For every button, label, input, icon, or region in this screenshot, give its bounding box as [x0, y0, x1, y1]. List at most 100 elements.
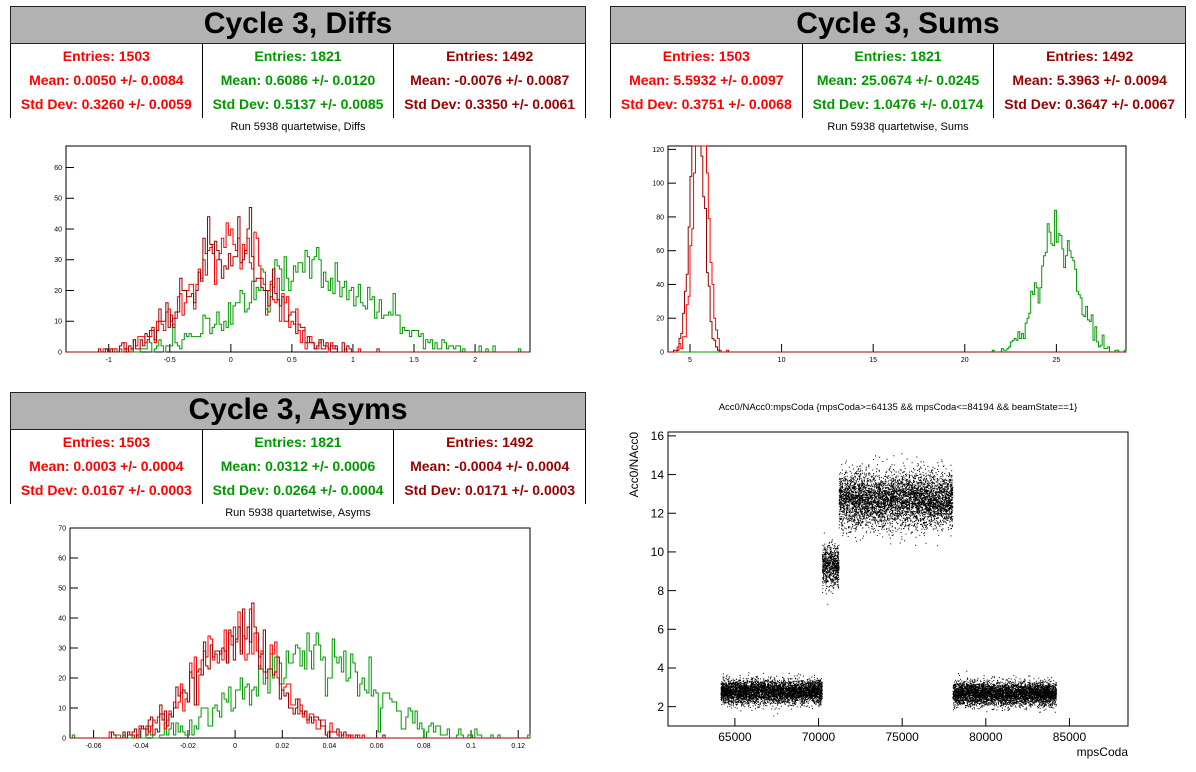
entries-label: Entries: 1492 — [1046, 48, 1134, 64]
mean-label: Mean: 0.0003 +/- 0.0004 — [29, 458, 184, 474]
std-label: Std Dev: 0.0167 +/- 0.0003 — [20, 482, 192, 498]
mean-label: Mean: 5.3963 +/- 0.0094 — [1012, 72, 1167, 88]
entries-label: Entries: 1821 — [854, 48, 942, 64]
y-tick-label: 50 — [58, 585, 66, 592]
sums-stats-red: Entries: 1503 Mean: 5.5932 +/- 0.0097 St… — [611, 44, 802, 118]
scatter-plot: 2 4 6 8 10 12 14 16 65000 70000 75000 80000 85000 Acc… — [627, 429, 1129, 759]
x-tick-label: -0.02 — [180, 743, 196, 750]
y-tick-label: 40 — [656, 282, 664, 289]
sums-stats-green: Entries: 1821 Mean: 25.0674 +/- 0.0245 S… — [801, 44, 994, 118]
scatter-cluster — [720, 672, 823, 717]
scatter-cluster — [952, 670, 1057, 713]
x-tick-label: 0.1 — [466, 743, 476, 750]
sums-stats-box: Entries: 1503 Mean: 5.5932 +/- 0.0097 St… — [610, 44, 1186, 118]
x-tick-label: 70000 — [802, 730, 836, 744]
entries-label: Entries: 1503 — [62, 48, 150, 64]
x-tick-label: 2 — [473, 357, 477, 364]
sums-title: Cycle 3, Sums — [610, 6, 1186, 44]
histogram-series-darkred — [66, 207, 530, 353]
mean-label: Mean: -0.0004 +/- 0.0004 — [410, 458, 570, 474]
asyms-stats-red: Entries: 1503 Mean: 0.0003 +/- 0.0004 St… — [11, 430, 202, 504]
diffs-stats-darkred: Entries: 1492 Mean: -0.0076 +/- 0.0087 S… — [393, 44, 585, 118]
histogram-series-darkred — [668, 145, 1126, 353]
y-tick-label: 20 — [58, 675, 66, 682]
y-axis-label: Acc0/NAcc0 — [627, 432, 641, 498]
y-tick-label: 10 — [651, 545, 665, 559]
mean-label: Mean: 0.6086 +/- 0.0120 — [220, 72, 376, 88]
y-tick-label: 16 — [651, 429, 665, 443]
scatter-points — [720, 453, 1057, 717]
entries-label: Entries: 1503 — [662, 48, 750, 64]
entries-label: Entries: 1492 — [446, 48, 534, 64]
x-tick-label: 0.04 — [323, 743, 337, 750]
asyms-chart-title: Run 5938 quartetwise, Asyms — [225, 507, 371, 519]
y-tick-label: 10 — [54, 319, 62, 326]
mean-label: Mean: 25.0674 +/- 0.0245 — [816, 72, 980, 88]
std-label: Std Dev: 0.3647 +/- 0.0067 — [1004, 96, 1176, 112]
y-tick-label: 30 — [58, 645, 66, 652]
x-tick-label: 1 — [351, 357, 355, 364]
histogram-series-red — [70, 608, 530, 739]
scatter-cluster — [821, 532, 840, 605]
y-tick-label: 40 — [54, 226, 62, 233]
mean-label: Mean: 5.5932 +/- 0.0097 — [629, 72, 784, 88]
diffs-chart-title: Run 5938 quartetwise, Diffs — [230, 121, 366, 133]
std-label: Std Dev: 0.3350 +/- 0.0061 — [404, 96, 576, 112]
x-tick-label: -0.5 — [164, 357, 176, 364]
asyms-title: Cycle 3, Asyms — [10, 392, 586, 430]
scatter-cluster — [838, 453, 954, 547]
y-tick-label: 4 — [657, 661, 664, 675]
y-tick-label: 60 — [58, 555, 66, 562]
plot-frame — [667, 145, 1127, 353]
x-tick-label: 0.02 — [275, 743, 289, 750]
std-label: Std Dev: 0.3751 +/- 0.0068 — [620, 96, 792, 112]
y-tick-label: 100 — [652, 181, 664, 188]
asyms-histogram: 0 10 20 30 40 50 60 70 -0.06 -0.04 -0.02 0 0.02 0.04 0… — [58, 525, 531, 750]
x-tick-label: 15 — [869, 357, 877, 364]
x-tick-label: 0 — [229, 357, 233, 364]
x-tick-label: -0.06 — [86, 743, 102, 750]
histogram-series-red — [668, 145, 1126, 353]
y-tick-label: 12 — [651, 506, 665, 520]
diffs-title: Cycle 3, Diffs — [10, 6, 586, 44]
histogram-series-green — [70, 632, 531, 739]
y-tick-label: 120 — [652, 147, 664, 154]
asyms-stats-box: Entries: 1503 Mean: 0.0003 +/- 0.0004 St… — [10, 430, 586, 504]
histogram-series-green — [668, 209, 1127, 353]
std-label: Std Dev: 0.0171 +/- 0.0003 — [404, 482, 576, 498]
mean-label: Mean: 0.0050 +/- 0.0084 — [29, 72, 184, 88]
plot-frame — [69, 527, 531, 739]
sums-stats-darkred: Entries: 1492 Mean: 5.3963 +/- 0.0094 St… — [993, 44, 1185, 118]
y-tick-label: 50 — [54, 196, 62, 203]
x-tick-label: 25 — [1052, 357, 1060, 364]
mean-label: Mean: -0.0076 +/- 0.0087 — [410, 72, 570, 88]
x-tick-label: 10 — [778, 357, 786, 364]
asyms-stats-darkred: Entries: 1492 Mean: -0.0004 +/- 0.0004 S… — [393, 430, 585, 504]
y-tick-label: 0 — [62, 735, 66, 742]
entries-label: Entries: 1821 — [254, 434, 342, 450]
y-tick-label: 40 — [58, 615, 66, 622]
x-tick-label: -1 — [106, 357, 112, 364]
x-tick-label: 80000 — [969, 730, 1003, 744]
std-label: Std Dev: 0.5137 +/- 0.0085 — [212, 96, 384, 112]
scatter-chart-title: Acc0/NAcc0:mpsCoda {mpsCoda>=64135 && mp… — [718, 402, 1078, 413]
y-tick-label: 10 — [58, 705, 66, 712]
entries-label: Entries: 1503 — [62, 434, 150, 450]
x-axis-label: mpsCoda — [1077, 745, 1129, 759]
sums-chart-title: Run 5938 quartetwise, Sums — [827, 121, 969, 133]
x-tick-label: 65000 — [718, 730, 752, 744]
entries-label: Entries: 1492 — [446, 434, 534, 450]
y-tick-label: 8 — [657, 584, 664, 598]
diffs-stats-red: Entries: 1503 Mean: 0.0050 +/- 0.0084 St… — [11, 44, 202, 118]
y-tick-label: 20 — [54, 288, 62, 295]
x-tick-label: 0 — [233, 743, 237, 750]
x-tick-label: 1.5 — [409, 357, 419, 364]
plot-frame — [65, 145, 531, 353]
y-tick-label: 6 — [657, 622, 664, 636]
std-label: Std Dev: 1.0476 +/- 0.0174 — [812, 96, 984, 112]
std-label: Std Dev: 0.0264 +/- 0.0004 — [212, 482, 384, 498]
y-tick-label: 20 — [656, 316, 664, 323]
x-tick-label: 5 — [688, 357, 692, 364]
x-tick-label: 75000 — [885, 730, 919, 744]
y-tick-label: 2 — [657, 700, 664, 714]
